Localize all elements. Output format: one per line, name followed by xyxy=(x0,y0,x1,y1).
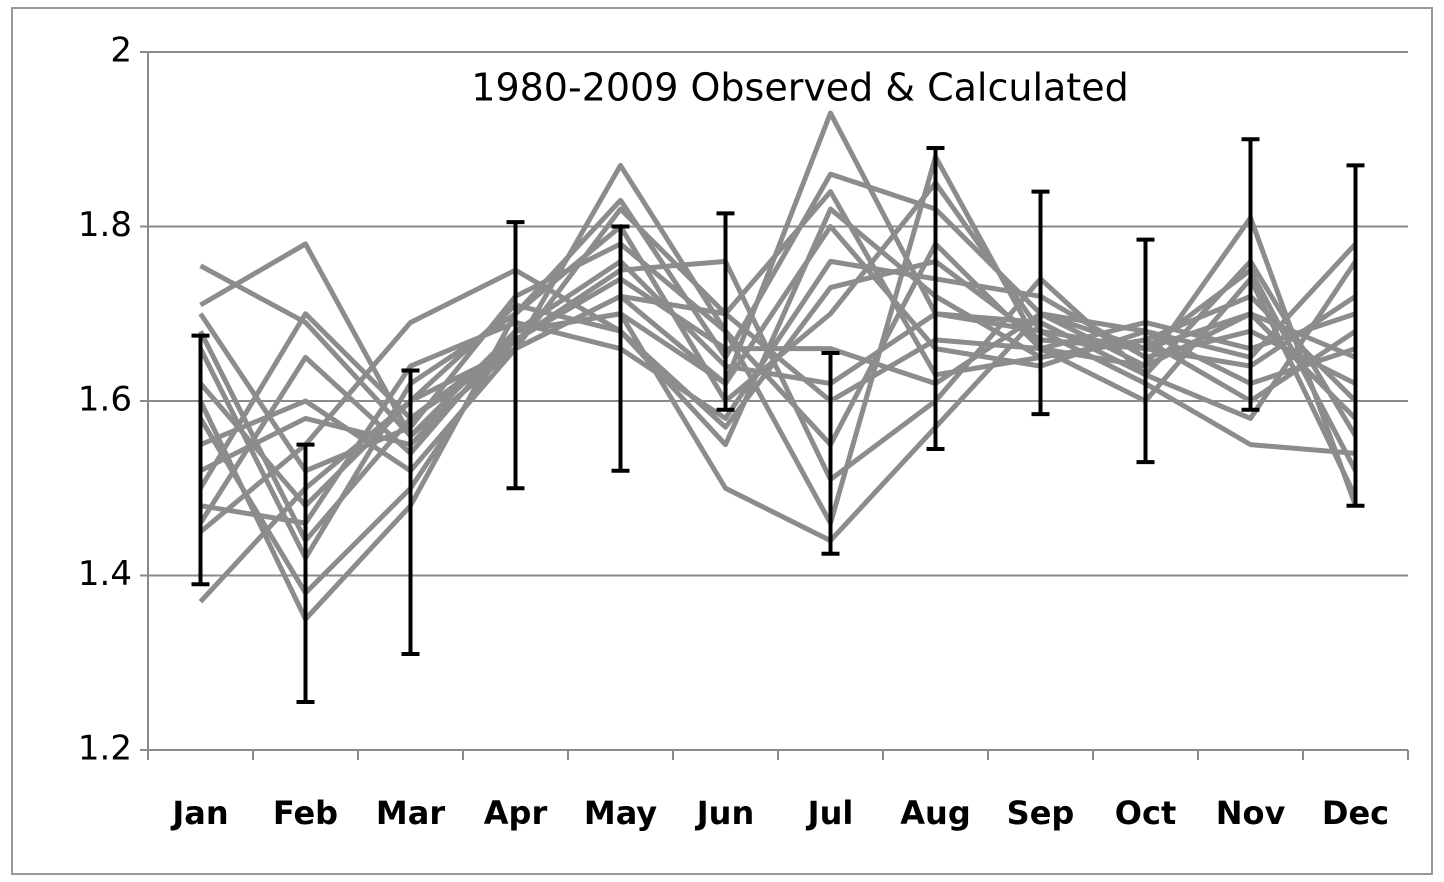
series-line xyxy=(198,224,1357,596)
x-tick-label: Nov xyxy=(1216,794,1286,832)
plot xyxy=(191,110,1365,705)
x-tick-label: Jan xyxy=(170,794,228,832)
x-tick-label: Mar xyxy=(376,794,445,832)
y-tick-label: 2 xyxy=(110,31,132,71)
x-tick-label: May xyxy=(584,794,657,832)
series-line xyxy=(198,171,1358,622)
chart-title: 1980-2009 Observed & Calculated xyxy=(471,66,1128,110)
x-tick-label: Apr xyxy=(484,794,548,832)
series-line xyxy=(198,206,1358,534)
x-tick-label: Dec xyxy=(1322,794,1389,832)
grid xyxy=(140,51,1409,760)
y-tick-label: 1.8 xyxy=(78,205,132,245)
x-tick-label: Jul xyxy=(806,794,854,832)
y-tick-label: 1.2 xyxy=(78,729,132,769)
y-tick-label: 1.6 xyxy=(78,380,132,420)
y-tick-label: 1.4 xyxy=(78,554,132,594)
series-line xyxy=(198,189,1357,544)
x-tick-label: Sep xyxy=(1007,794,1075,832)
x-tick-label: Feb xyxy=(273,794,338,832)
x-tick-label: Aug xyxy=(900,794,970,832)
x-tick-label: Oct xyxy=(1115,794,1176,832)
x-tick-label: Jun xyxy=(695,794,754,832)
